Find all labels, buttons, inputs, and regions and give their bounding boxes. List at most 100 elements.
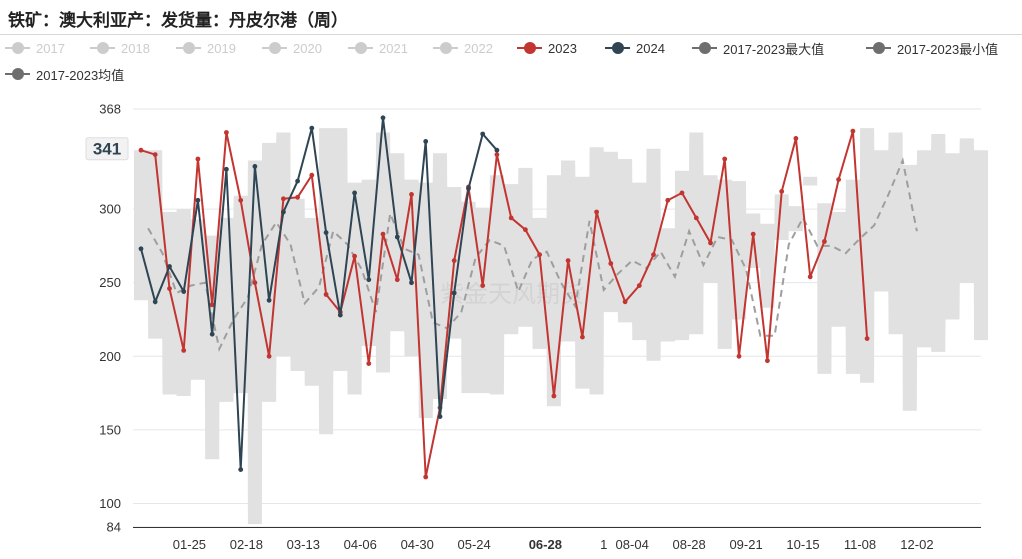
legend-label: 2017-2023最大值 bbox=[723, 41, 825, 57]
watermark-text: 紫金天风期货 bbox=[440, 280, 584, 308]
data-point-2023 bbox=[195, 156, 201, 162]
legend-label: 2017-2023均值 bbox=[36, 67, 125, 83]
axis-pointer: 341 bbox=[85, 137, 129, 161]
data-point-2024 bbox=[380, 115, 386, 121]
chart-title: 铁矿：澳大利亚产：发货量：丹皮尔港（周） bbox=[8, 11, 348, 30]
legend-item-2019[interactable]: 2019 bbox=[176, 38, 236, 58]
data-point-2023 bbox=[394, 277, 400, 283]
data-point-2023 bbox=[323, 292, 329, 297]
legend-item-2017-2023最小值[interactable]: 2017-2023最小值 bbox=[866, 38, 998, 58]
data-point-2024 bbox=[466, 186, 471, 191]
y-tick-label: 300 bbox=[99, 202, 121, 217]
data-point-2023 bbox=[850, 128, 856, 134]
data-point-2023 bbox=[594, 209, 599, 215]
x-tick-label: 08-28 bbox=[673, 537, 706, 552]
data-point-2024 bbox=[167, 264, 172, 269]
data-point-2023 bbox=[679, 190, 685, 196]
legend-marker-icon bbox=[517, 42, 542, 54]
legend-item-2024[interactable]: 2024 bbox=[605, 38, 665, 58]
data-point-2024 bbox=[352, 190, 357, 196]
legend-marker-icon bbox=[866, 42, 891, 54]
legend-item-2017-2023最大值[interactable]: 2017-2023最大值 bbox=[692, 38, 824, 58]
legend-marker-icon bbox=[433, 42, 458, 54]
data-point-2023 bbox=[224, 130, 229, 135]
legend-item-2022[interactable]: 2022 bbox=[433, 38, 493, 58]
x-axis: 01-25 02-18 03-13 04-06 04-30 05-24 06-28 1 08-0… bbox=[133, 527, 981, 552]
data-point-2024 bbox=[238, 467, 244, 472]
data-point-2023 bbox=[608, 261, 614, 266]
legend-item-2017-2023均值[interactable]: 2017-2023均值 bbox=[5, 64, 124, 84]
data-point-2024 bbox=[266, 297, 272, 303]
legend-marker-icon bbox=[605, 42, 630, 54]
y-axis: 84 100 150 200 250 300 368 bbox=[99, 102, 121, 535]
chart-legend: 2017 2018 2019 2020 2021 2022 2023 2024 2017-202… bbox=[0, 38, 1022, 88]
data-point-2023 bbox=[665, 197, 671, 203]
x-tick-label: 02-18 bbox=[230, 537, 263, 552]
data-point-2023 bbox=[693, 215, 699, 221]
legend-label: 2024 bbox=[636, 40, 665, 56]
data-point-2023 bbox=[366, 361, 372, 366]
data-point-2023 bbox=[295, 194, 300, 200]
data-point-2024 bbox=[181, 289, 187, 294]
x-tick-label: 10-15 bbox=[786, 537, 819, 552]
x-tick-label: 03-13 bbox=[287, 537, 320, 552]
data-point-2024 bbox=[138, 246, 144, 252]
data-point-2023 bbox=[238, 197, 244, 203]
data-point-2023 bbox=[266, 353, 272, 359]
data-point-2023 bbox=[508, 215, 514, 221]
legend-item-2021[interactable]: 2021 bbox=[348, 38, 408, 58]
legend-label: 2022 bbox=[464, 40, 493, 56]
data-point-2024 bbox=[309, 125, 315, 131]
legend-label: 2023 bbox=[548, 40, 577, 56]
data-point-2024 bbox=[252, 164, 258, 169]
x-tick-label: 1 bbox=[600, 537, 607, 552]
data-point-2024 bbox=[480, 131, 486, 137]
axis-pointer-value: 341 bbox=[93, 140, 121, 159]
data-point-2024 bbox=[423, 139, 429, 144]
title-divider bbox=[0, 34, 1022, 35]
data-point-2024 bbox=[224, 166, 229, 172]
data-point-2023 bbox=[181, 348, 187, 353]
x-tick-label: 12-02 bbox=[900, 537, 933, 552]
legend-label: 2020 bbox=[293, 40, 322, 56]
data-point-2024 bbox=[281, 209, 286, 215]
y-tick-label: 250 bbox=[99, 275, 121, 290]
legend-item-2017[interactable]: 2017 bbox=[5, 38, 65, 58]
data-point-2024 bbox=[451, 290, 457, 296]
legend-marker-icon bbox=[90, 42, 115, 54]
data-point-2023 bbox=[252, 280, 258, 286]
legend-item-2020[interactable]: 2020 bbox=[262, 38, 322, 58]
legend-label: 2017 bbox=[36, 40, 65, 56]
x-tick-label: 05-24 bbox=[458, 537, 491, 552]
data-point-2023 bbox=[152, 152, 158, 158]
y-tick-label: 368 bbox=[99, 102, 121, 117]
legend-label: 2018 bbox=[121, 40, 150, 56]
data-point-2024 bbox=[209, 331, 215, 337]
legend-marker-icon bbox=[692, 42, 717, 54]
legend-item-2023[interactable]: 2023 bbox=[517, 38, 577, 58]
data-point-2023 bbox=[480, 283, 486, 288]
data-point-2023 bbox=[822, 239, 827, 244]
series-line-2017-2023均值 bbox=[147, 157, 918, 352]
x-tick-label: 04-30 bbox=[401, 537, 434, 552]
x-tick-label: 09-21 bbox=[729, 537, 762, 552]
data-point-2024 bbox=[409, 280, 414, 286]
legend-item-2018[interactable]: 2018 bbox=[90, 38, 150, 58]
x-tick-label: 11-08 bbox=[844, 537, 876, 552]
data-point-2023 bbox=[708, 240, 713, 246]
data-point-2023 bbox=[793, 136, 799, 141]
y-tick-label: 150 bbox=[99, 422, 121, 437]
x-tick-label: 06-28 bbox=[529, 537, 562, 552]
data-point-2023 bbox=[636, 283, 642, 288]
axis-pointer-box bbox=[85, 137, 129, 161]
data-point-2023 bbox=[565, 258, 571, 263]
data-point-2024 bbox=[366, 277, 372, 283]
data-point-2023 bbox=[537, 252, 542, 258]
data-point-2023 bbox=[309, 172, 315, 178]
x-tick-label: 01-25 bbox=[173, 537, 206, 552]
data-point-2023 bbox=[409, 192, 414, 197]
series-line-2024 bbox=[140, 117, 498, 470]
data-point-2023 bbox=[551, 393, 557, 399]
data-point-2024 bbox=[494, 147, 500, 153]
